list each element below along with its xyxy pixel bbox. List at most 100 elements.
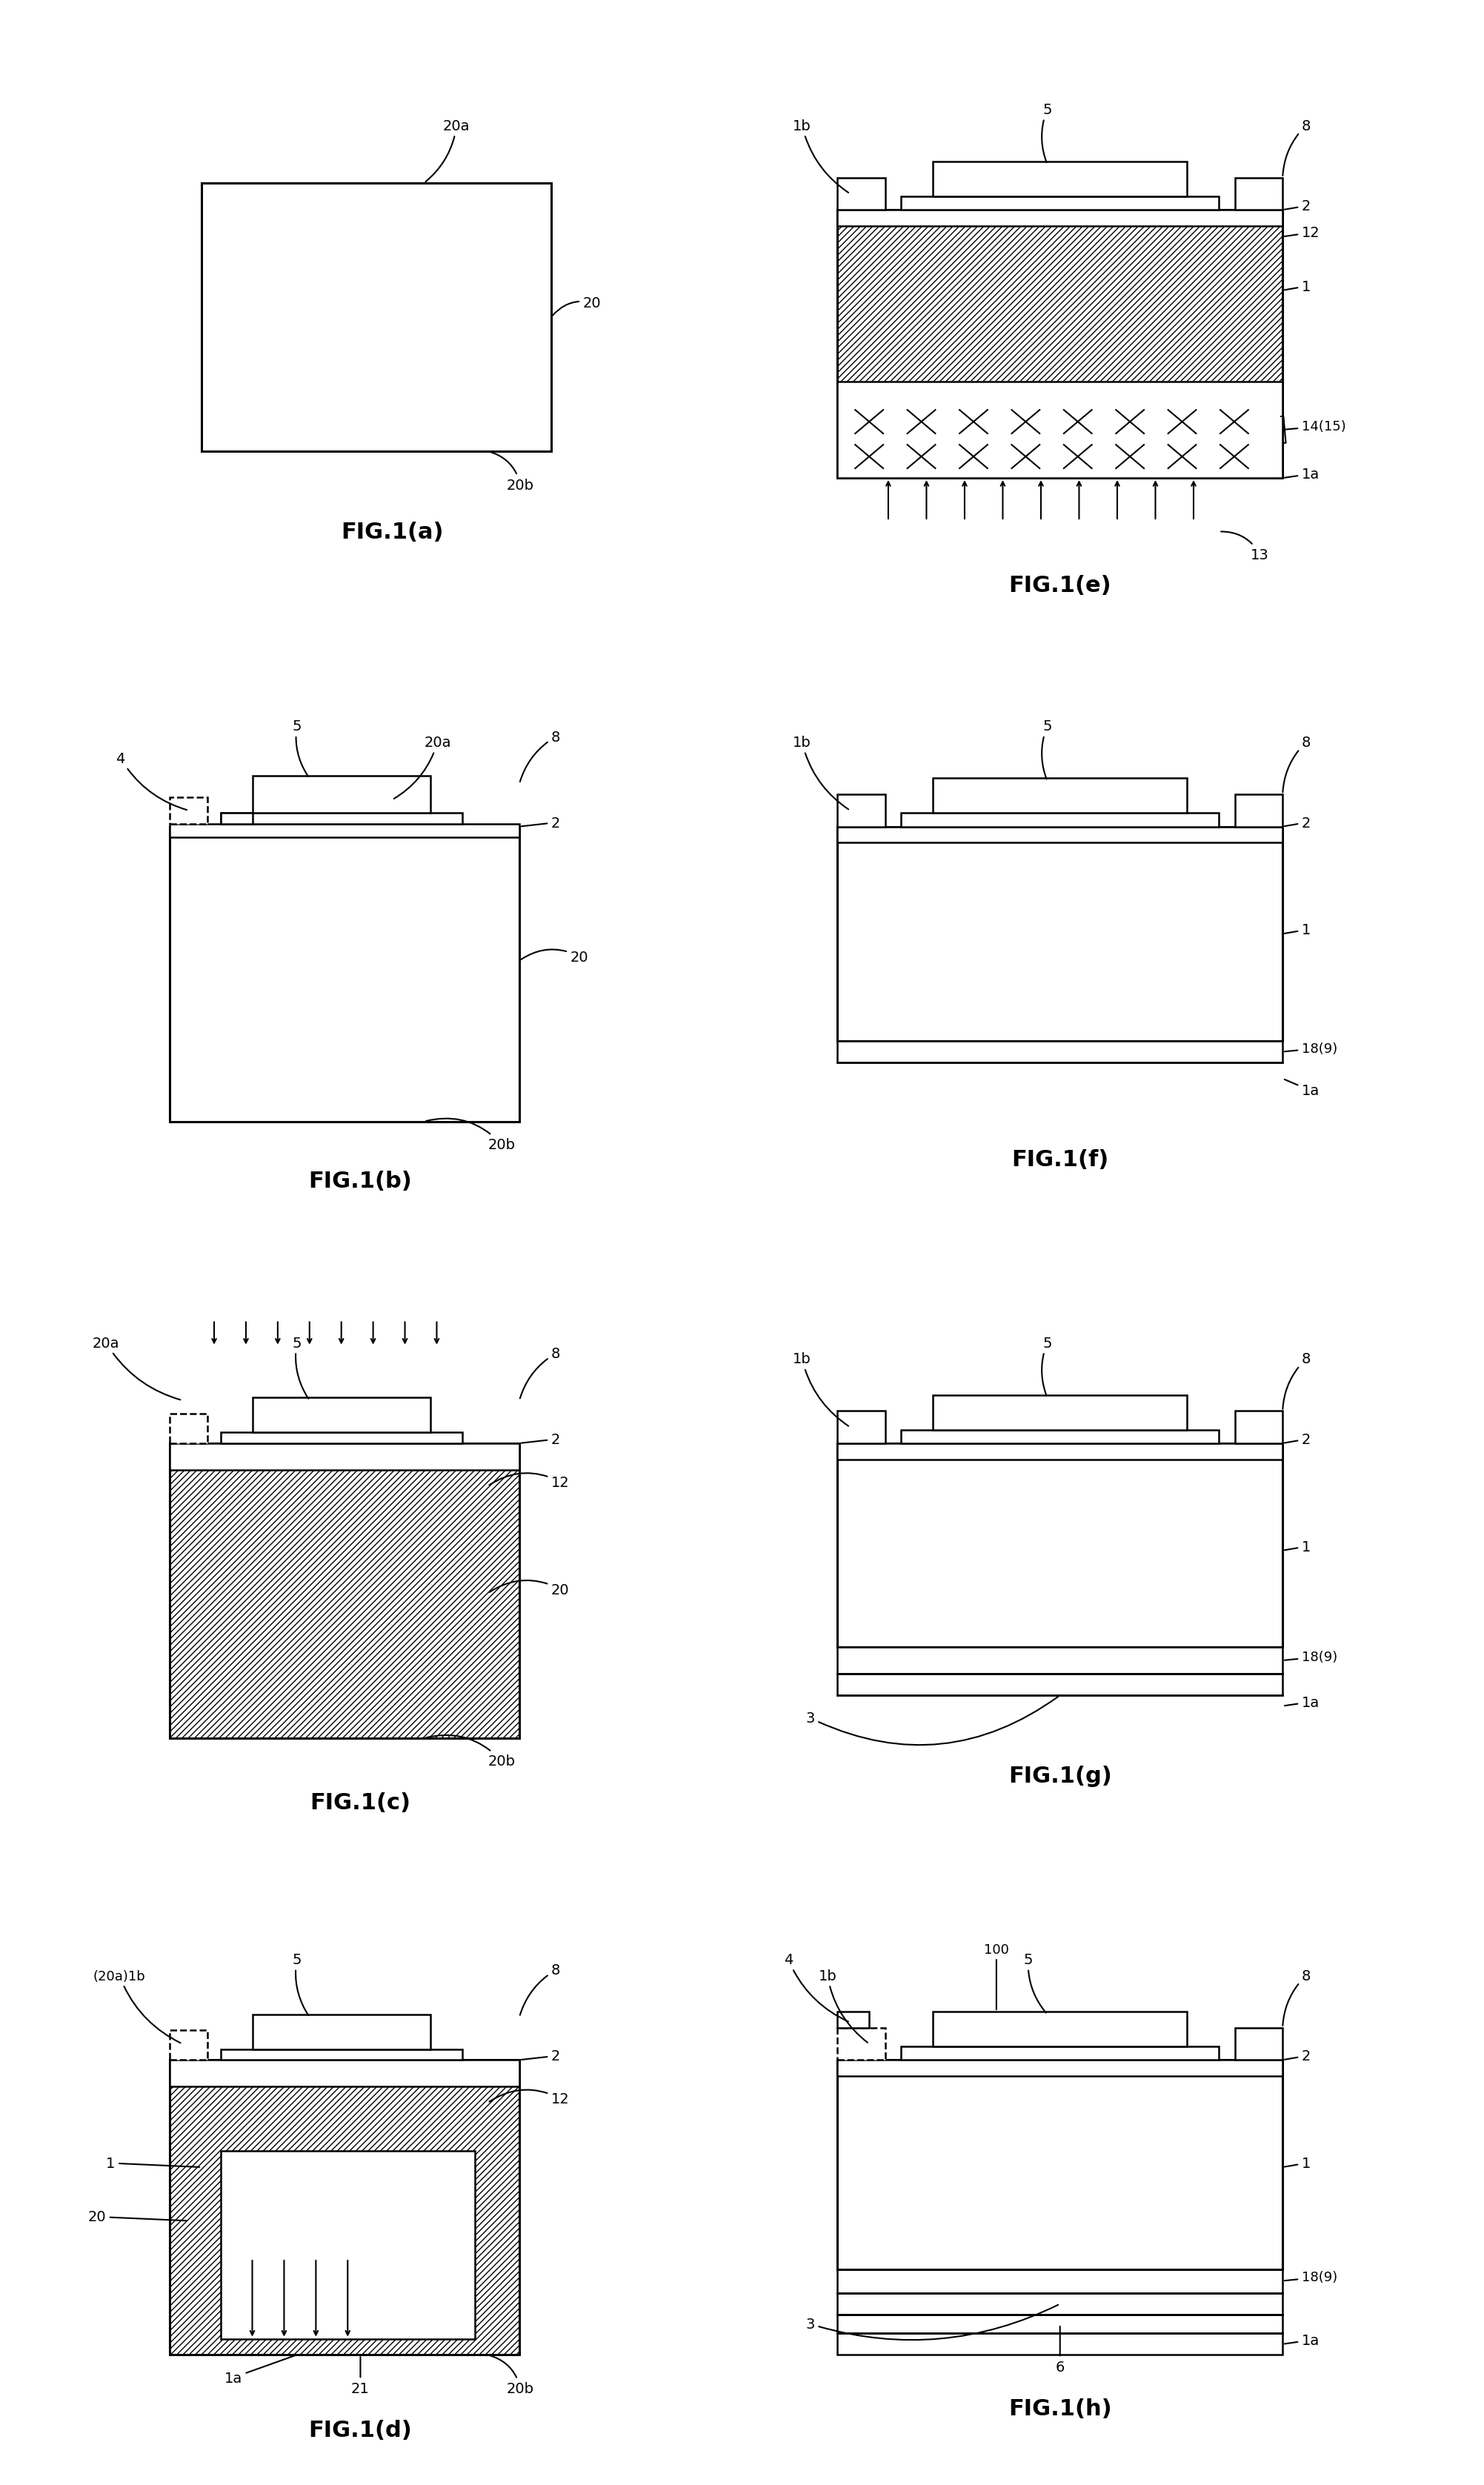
Bar xyxy=(169,1414,208,1444)
Text: 1: 1 xyxy=(1285,281,1310,293)
Text: 1a: 1a xyxy=(224,2356,295,2386)
Text: 20b: 20b xyxy=(490,2356,534,2396)
Bar xyxy=(221,1434,462,1444)
Bar xyxy=(252,1399,430,1434)
Bar xyxy=(221,2152,475,2338)
Bar xyxy=(1235,795,1282,828)
Text: 1b: 1b xyxy=(792,1352,849,1426)
Text: 5: 5 xyxy=(1042,1337,1052,1397)
Bar xyxy=(837,1444,1282,1648)
Text: 1a: 1a xyxy=(1285,467,1319,482)
Text: 1a: 1a xyxy=(1285,2333,1319,2348)
Text: 4: 4 xyxy=(116,750,187,810)
Text: 20: 20 xyxy=(490,1580,570,1595)
Text: 2: 2 xyxy=(521,2050,561,2063)
Bar xyxy=(837,179,884,211)
Text: 20: 20 xyxy=(552,296,601,316)
Text: 2: 2 xyxy=(521,1431,561,1446)
Text: 100: 100 xyxy=(984,1943,1009,2010)
Bar xyxy=(837,828,1282,1041)
Bar xyxy=(221,813,462,825)
Text: 18(9): 18(9) xyxy=(1285,1650,1337,1662)
Bar xyxy=(837,2314,1282,2333)
Bar xyxy=(837,2060,1282,2269)
Text: 20a: 20a xyxy=(92,1337,181,1399)
Bar xyxy=(169,798,208,825)
Text: 5: 5 xyxy=(1024,1953,1046,2013)
Bar xyxy=(837,2333,1282,2356)
Bar xyxy=(252,2015,430,2050)
Text: 12: 12 xyxy=(490,2090,570,2105)
Text: 2: 2 xyxy=(521,815,561,830)
Bar xyxy=(837,2294,1282,2314)
Text: 5: 5 xyxy=(292,1953,309,2015)
Bar xyxy=(837,828,1282,842)
Text: 2: 2 xyxy=(1285,199,1310,214)
Bar xyxy=(1235,1411,1282,1444)
Bar xyxy=(933,2013,1187,2048)
Text: 20b: 20b xyxy=(490,452,534,492)
Bar xyxy=(837,2060,1282,2075)
Bar xyxy=(837,383,1282,480)
Text: 8: 8 xyxy=(1282,119,1310,176)
Text: 2: 2 xyxy=(1285,815,1310,830)
Bar xyxy=(169,2060,519,2087)
Text: 1: 1 xyxy=(1285,2157,1310,2169)
Bar xyxy=(933,162,1187,196)
Text: 13: 13 xyxy=(1221,532,1269,562)
Text: (20a)1b: (20a)1b xyxy=(93,1968,181,2043)
Bar xyxy=(901,813,1218,828)
Text: 4: 4 xyxy=(784,1953,849,2023)
Bar xyxy=(202,184,551,452)
Bar xyxy=(252,775,430,813)
Text: 8: 8 xyxy=(519,731,561,783)
Text: 12: 12 xyxy=(1285,226,1319,241)
Text: 20a: 20a xyxy=(393,736,451,800)
Bar xyxy=(1235,2028,1282,2060)
Bar xyxy=(169,825,519,837)
Text: FIG.1(d): FIG.1(d) xyxy=(309,2420,413,2440)
Bar xyxy=(837,1675,1282,1695)
Text: FIG.1(c): FIG.1(c) xyxy=(310,1792,411,1814)
Text: FIG.1(b): FIG.1(b) xyxy=(309,1170,413,1193)
Text: 20b: 20b xyxy=(426,1735,515,1769)
Text: 5: 5 xyxy=(292,721,309,778)
Bar xyxy=(837,2269,1282,2294)
Bar xyxy=(169,2060,519,2356)
Bar xyxy=(901,2048,1218,2060)
Bar xyxy=(837,1648,1282,1675)
Text: 21: 21 xyxy=(352,2356,370,2396)
Text: 3: 3 xyxy=(806,1697,1058,1744)
Text: 8: 8 xyxy=(1282,736,1310,793)
Bar xyxy=(837,1444,1282,1459)
Text: 20a: 20a xyxy=(426,119,470,181)
Text: 1b: 1b xyxy=(792,736,849,810)
Bar xyxy=(837,2013,870,2028)
Text: 14(15): 14(15) xyxy=(1281,417,1346,445)
Bar xyxy=(221,813,252,825)
Text: 1: 1 xyxy=(1285,1541,1310,1553)
Text: 5: 5 xyxy=(1042,102,1052,164)
Text: FIG.1(f): FIG.1(f) xyxy=(1012,1148,1109,1170)
Text: 2: 2 xyxy=(1285,1431,1310,1446)
Text: 1b: 1b xyxy=(792,119,849,194)
Bar xyxy=(169,2030,208,2060)
Text: 20b: 20b xyxy=(426,1118,515,1151)
Text: 8: 8 xyxy=(519,1347,561,1399)
Text: FIG.1(a): FIG.1(a) xyxy=(341,522,444,542)
Text: 12: 12 xyxy=(490,1474,570,1489)
Text: 3: 3 xyxy=(806,2306,1058,2341)
Text: 18(9): 18(9) xyxy=(1285,1041,1337,1056)
Text: 20: 20 xyxy=(88,2209,187,2224)
Text: 8: 8 xyxy=(1282,1968,1310,2025)
Bar xyxy=(837,2028,884,2060)
Text: 5: 5 xyxy=(1042,721,1052,780)
Text: 8: 8 xyxy=(1282,1352,1310,1409)
Text: 20: 20 xyxy=(521,949,589,964)
Text: FIG.1(g): FIG.1(g) xyxy=(1008,1764,1112,1787)
Text: 8: 8 xyxy=(519,1963,561,2015)
Text: 6: 6 xyxy=(1055,2326,1064,2373)
Text: 18(9): 18(9) xyxy=(1285,2271,1337,2284)
Bar xyxy=(837,1411,884,1444)
Text: FIG.1(h): FIG.1(h) xyxy=(1008,2398,1112,2420)
